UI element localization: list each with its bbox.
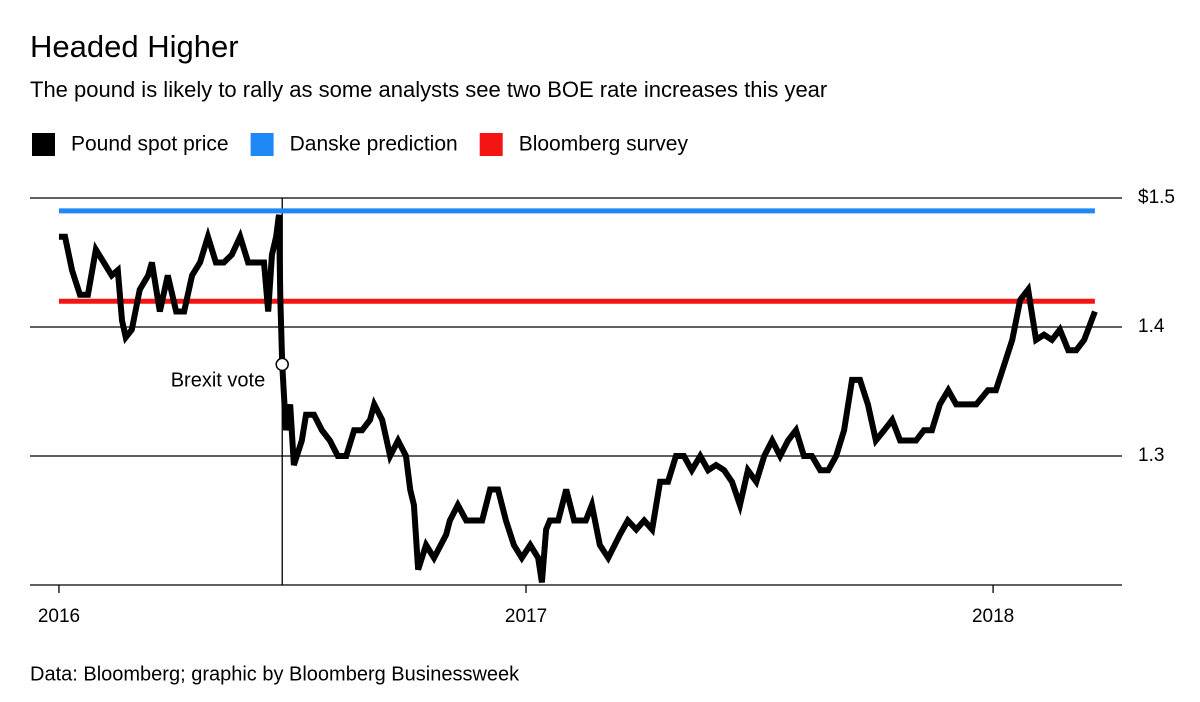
legend-label: Danske prediction bbox=[290, 133, 458, 156]
legend-label: Bloomberg survey bbox=[519, 133, 689, 156]
x-tick-label: 2017 bbox=[505, 606, 547, 627]
source-note: Data: Bloomberg; graphic by Bloomberg Bu… bbox=[30, 663, 520, 685]
chart-title: Headed Higher bbox=[30, 29, 239, 64]
series-line bbox=[58, 214, 1098, 583]
legend-label: Pound spot price bbox=[71, 133, 229, 156]
y-tick-label: $1.5 bbox=[1138, 187, 1175, 208]
annotation-marker bbox=[275, 357, 289, 372]
x-tick-label: 2018 bbox=[972, 606, 1014, 627]
legend-swatch bbox=[32, 133, 55, 156]
y-tick-label: 1.3 bbox=[1138, 445, 1164, 466]
y-tick-label: 1.4 bbox=[1138, 316, 1165, 337]
legend-swatch bbox=[479, 133, 503, 156]
annotation-label: Brexit vote bbox=[171, 370, 265, 392]
legend-swatch bbox=[250, 133, 274, 156]
chart-subtitle: The pound is likely to rally as some ana… bbox=[30, 77, 827, 102]
x-tick-label: 2016 bbox=[38, 606, 80, 627]
